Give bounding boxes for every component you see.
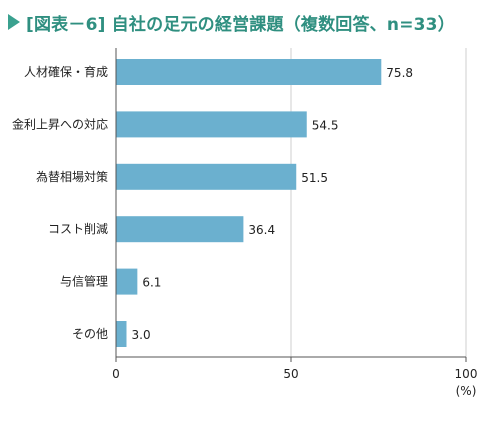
- triangle-marker-icon: [8, 14, 20, 30]
- x-tick-label-0: 0: [112, 367, 120, 381]
- value-label-0: 75.8: [386, 66, 413, 80]
- category-label-1: 金利上昇への対応: [12, 116, 108, 131]
- bars: [116, 59, 382, 347]
- category-label-2: 為替相場対策: [36, 170, 108, 184]
- chart-title: [図表－6] 自社の足元の経営課題（複数回答、n=33）: [26, 14, 455, 35]
- category-label-0: 人材確保・育成: [24, 64, 108, 79]
- labels: 人材確保・育成 75.8 金利上昇への対応 54.5 為替相場対策 51.5 コスト削減 36…: [12, 64, 477, 398]
- bar-3: [116, 216, 244, 243]
- axes: [115, 48, 467, 362]
- value-label-4: 6.1: [142, 276, 161, 290]
- bar-4: [116, 268, 138, 295]
- x-tick-label-100: 100: [455, 367, 478, 381]
- category-label-3: コスト削減: [48, 221, 108, 236]
- x-tick-label-50: 50: [283, 367, 298, 381]
- bar-0: [116, 59, 382, 85]
- x-unit-label: (%): [456, 384, 477, 398]
- bar-2: [116, 163, 297, 190]
- category-label-4: 与信管理: [60, 274, 108, 289]
- value-label-2: 51.5: [301, 171, 328, 185]
- bar-5: [116, 321, 127, 347]
- value-label-3: 36.4: [248, 223, 275, 237]
- chart-title-row: [図表－6] 自社の足元の経営課題（複数回答、n=33）: [8, 6, 496, 38]
- value-label-5: 3.0: [132, 328, 151, 342]
- bar-1: [116, 111, 307, 138]
- category-label-5: その他: [72, 327, 108, 341]
- gridlines: [290, 48, 467, 357]
- value-label-1: 54.5: [312, 118, 339, 132]
